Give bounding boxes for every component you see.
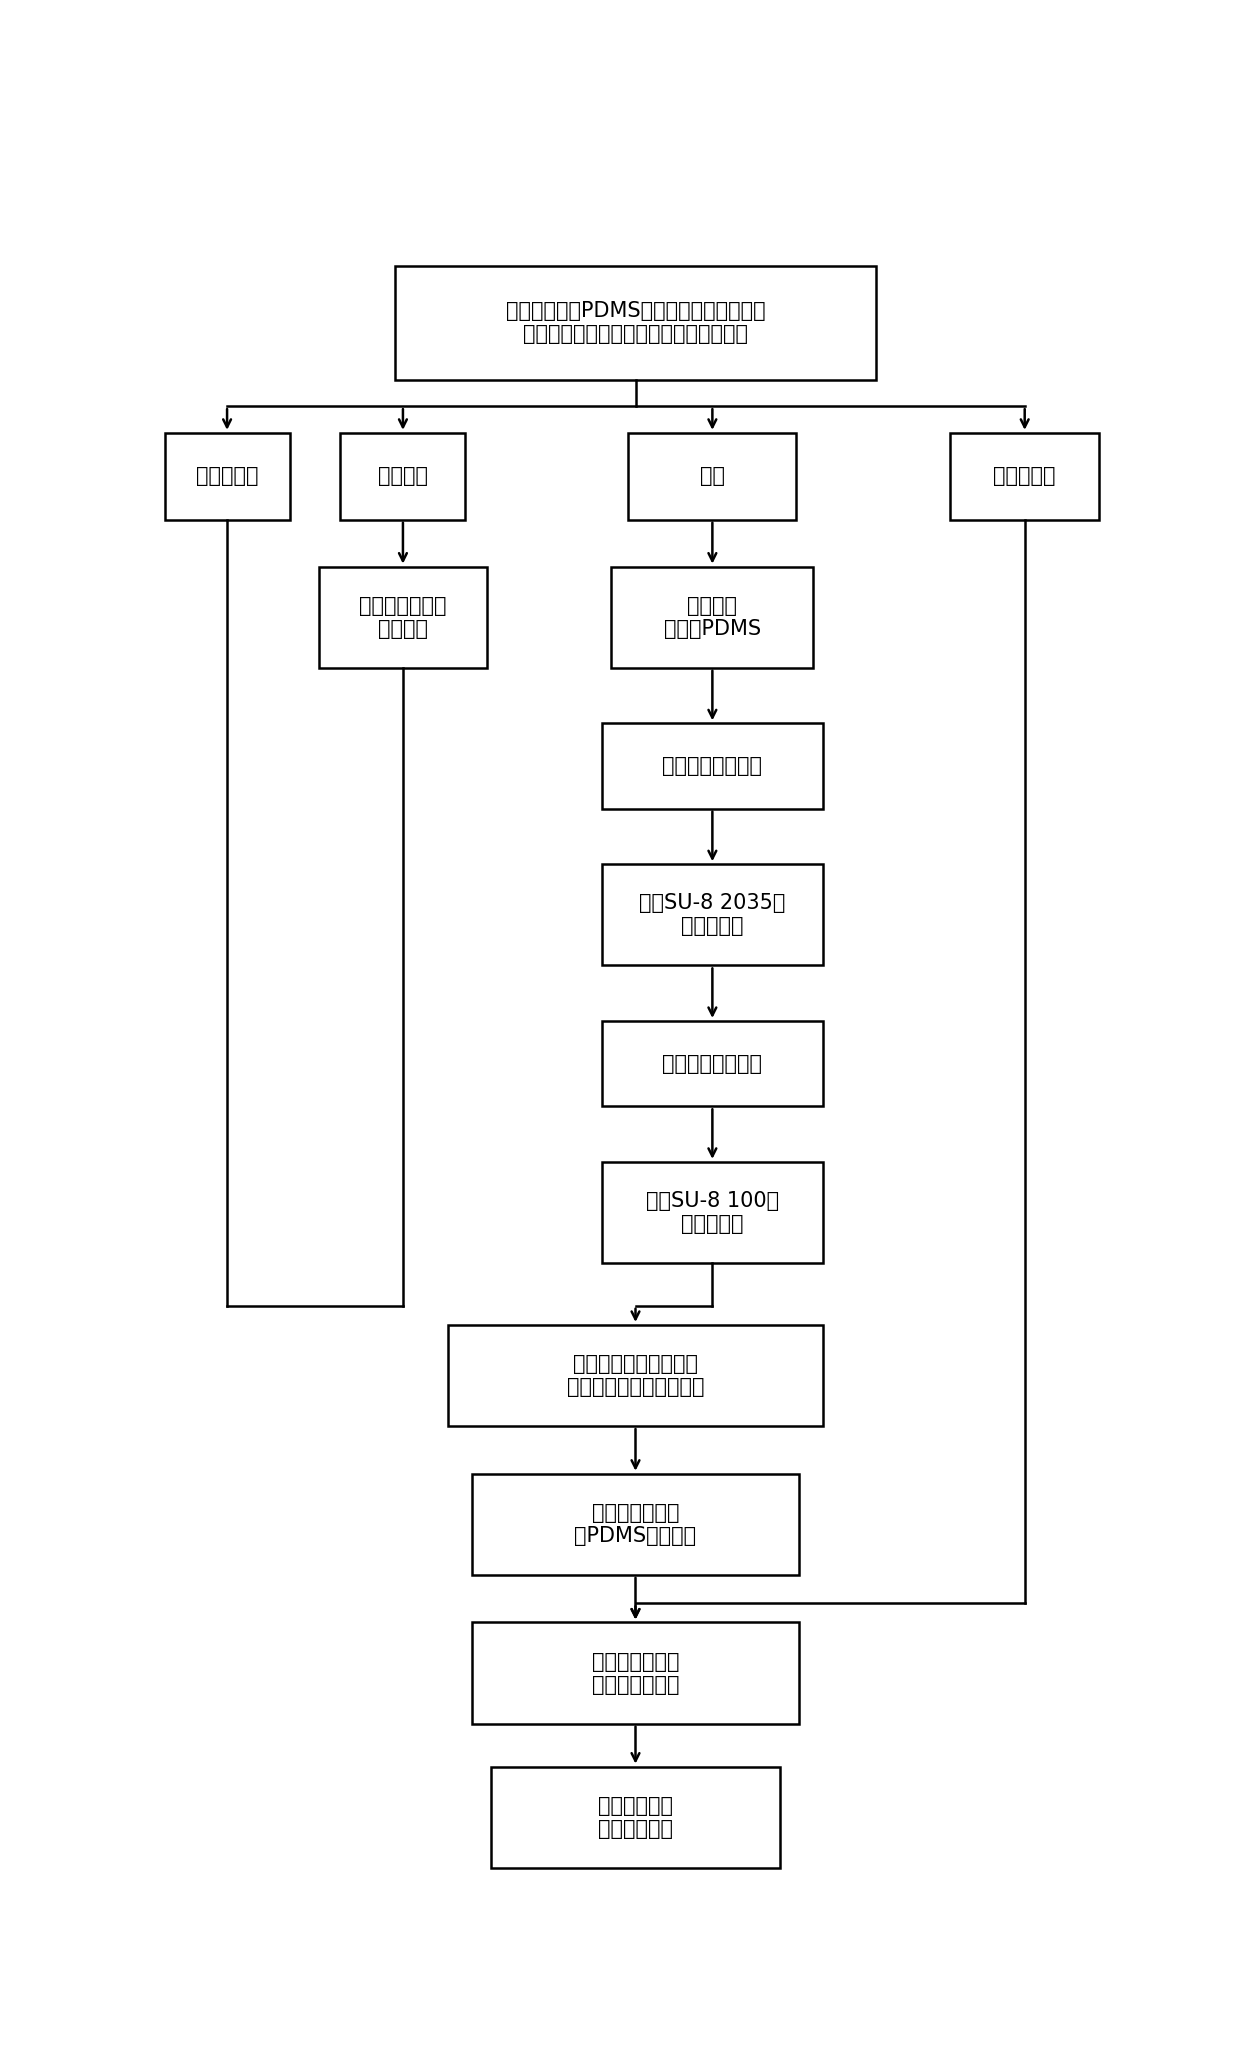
Text: 完成石墨烯膜
谐振器的制作: 完成石墨烯膜 谐振器的制作 [598, 1795, 673, 1838]
Text: 选材：硅片、PDMS、形变可控材料、紫外
胶、石墨烯薄膜、单模光纤、环氧树脂胶: 选材：硅片、PDMS、形变可控材料、紫外 胶、石墨烯薄膜、单模光纤、环氧树脂胶 [506, 300, 765, 343]
FancyBboxPatch shape [472, 1474, 799, 1575]
FancyBboxPatch shape [950, 432, 1099, 520]
Text: 等离子体表面处理: 等离子体表面处理 [662, 1053, 763, 1073]
FancyBboxPatch shape [319, 567, 487, 668]
Text: 环氧树脂胶: 环氧树脂胶 [196, 467, 258, 487]
FancyBboxPatch shape [491, 1766, 780, 1867]
FancyBboxPatch shape [165, 432, 290, 520]
FancyBboxPatch shape [448, 1324, 823, 1427]
Text: 光纤切割及裸纤
表面处理: 光纤切割及裸纤 表面处理 [360, 596, 446, 639]
FancyBboxPatch shape [601, 864, 823, 966]
FancyBboxPatch shape [629, 432, 796, 520]
FancyBboxPatch shape [601, 1022, 823, 1106]
FancyBboxPatch shape [611, 567, 813, 668]
Text: 硅片: 硅片 [699, 467, 725, 487]
Text: 将裸纤插入光纤定位帽
并用环氧树脂胶粘合固定: 将裸纤插入光纤定位帽 并用环氧树脂胶粘合固定 [567, 1355, 704, 1398]
Text: 将光纤和定位帽
从PDMS表面分离: 将光纤和定位帽 从PDMS表面分离 [574, 1503, 697, 1546]
FancyBboxPatch shape [601, 1162, 823, 1262]
Text: 将薄膜转移吸附
至探头基体端面: 将薄膜转移吸附 至探头基体端面 [591, 1651, 680, 1694]
Text: 制备形变可控材料: 制备形变可控材料 [662, 757, 763, 775]
Text: 硅片清洁
并旋涂PDMS: 硅片清洁 并旋涂PDMS [663, 596, 761, 639]
Text: 旋涂SU-8 100、
曝光、显影: 旋涂SU-8 100、 曝光、显影 [646, 1190, 779, 1234]
FancyBboxPatch shape [472, 1622, 799, 1723]
Text: 单模光纤: 单模光纤 [378, 467, 428, 487]
FancyBboxPatch shape [341, 432, 465, 520]
Text: 旋涂SU-8 2035、
曝光、显影: 旋涂SU-8 2035、 曝光、显影 [639, 892, 786, 935]
FancyBboxPatch shape [601, 724, 823, 808]
Text: 石墨烯薄膜: 石墨烯薄膜 [993, 467, 1056, 487]
FancyBboxPatch shape [396, 265, 875, 380]
